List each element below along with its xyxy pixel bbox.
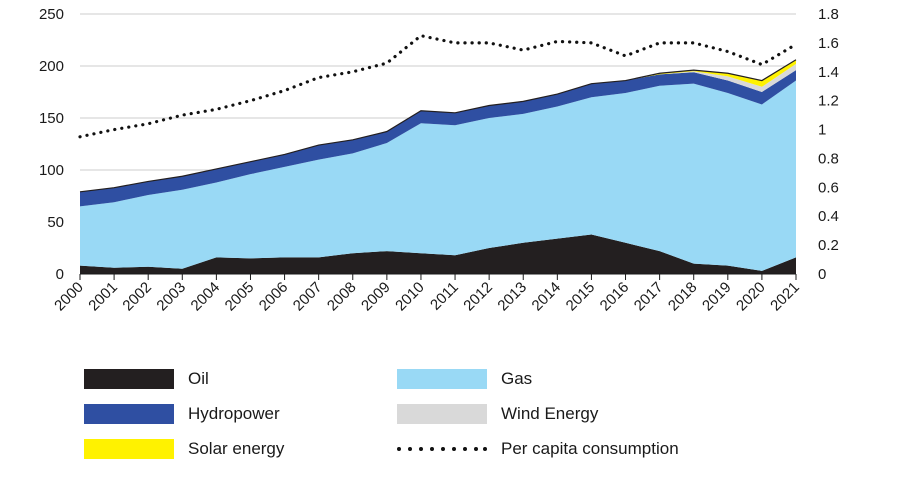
y-right-tick-label: 0.8 [818, 150, 839, 167]
x-tick-label: 2007 [290, 279, 326, 315]
x-tick-label: 2006 [256, 279, 292, 315]
x-tick-label: 2009 [358, 279, 394, 315]
axes [79, 273, 797, 280]
y-right-tick-label: 1.8 [818, 6, 839, 23]
total-outline [79, 59, 797, 193]
y-right-tick-label: 1.2 [818, 93, 839, 110]
x-tick-label: 2017 [631, 279, 667, 315]
y-right-tick-label: 0.2 [818, 237, 839, 254]
y-left-tick-label: 50 [47, 214, 64, 231]
x-tick-label: 2010 [392, 279, 428, 315]
stacked-areas [79, 59, 797, 274]
right-y-axis-ticks: 0 0.2 0.4 0.6 0.8 1 1.2 1.4 1.6 1.8 [818, 6, 839, 283]
area-oil [80, 234, 796, 274]
y-right-tick-label: 0 [818, 266, 826, 283]
x-tick-label: 2018 [665, 279, 701, 315]
area-wind-energy [80, 63, 796, 192]
x-tick-label: 2020 [733, 279, 769, 315]
y-left-tick-label: 150 [39, 110, 64, 127]
x-tick-label: 2005 [222, 279, 258, 315]
x-axis-ticks: 2000200120022003200420052006200720082009… [51, 279, 803, 315]
x-tick-label: 2019 [699, 279, 735, 315]
y-right-tick-label: 0.6 [818, 179, 839, 196]
y-left-tick-label: 0 [56, 266, 64, 283]
area-hydropower [80, 70, 796, 207]
y-left-tick-label: 200 [39, 58, 64, 75]
x-tick-label: 2015 [563, 279, 599, 315]
y-right-tick-label: 1.6 [818, 35, 839, 52]
x-tick-label: 2021 [767, 279, 803, 315]
x-tick-label: 2003 [153, 279, 189, 315]
per-capita-line [78, 33, 798, 139]
line-per-capita-consumption [78, 33, 798, 139]
y-left-tick-label: 100 [39, 162, 64, 179]
x-tick-label: 2002 [119, 279, 155, 315]
y-right-tick-label: 1.4 [818, 64, 839, 81]
y-left-tick-label: 250 [39, 6, 64, 23]
x-tick-label: 2012 [460, 279, 496, 315]
left-y-axis-ticks: 0 50 100 150 200 250 [39, 6, 64, 283]
x-tick-label: 2016 [597, 279, 633, 315]
x-tick-label: 2001 [85, 279, 121, 315]
x-tick-label: 2011 [427, 279, 462, 314]
x-tick-label: 2014 [529, 279, 565, 315]
y-right-tick-label: 0.4 [818, 208, 839, 225]
x-tick-label: 2004 [188, 279, 224, 315]
x-tick-label: 2000 [51, 279, 87, 315]
area-gas [80, 80, 796, 271]
y-right-tick-label: 1 [818, 122, 826, 139]
x-tick-label: 2013 [494, 279, 530, 315]
x-tick-label: 2008 [324, 279, 360, 315]
